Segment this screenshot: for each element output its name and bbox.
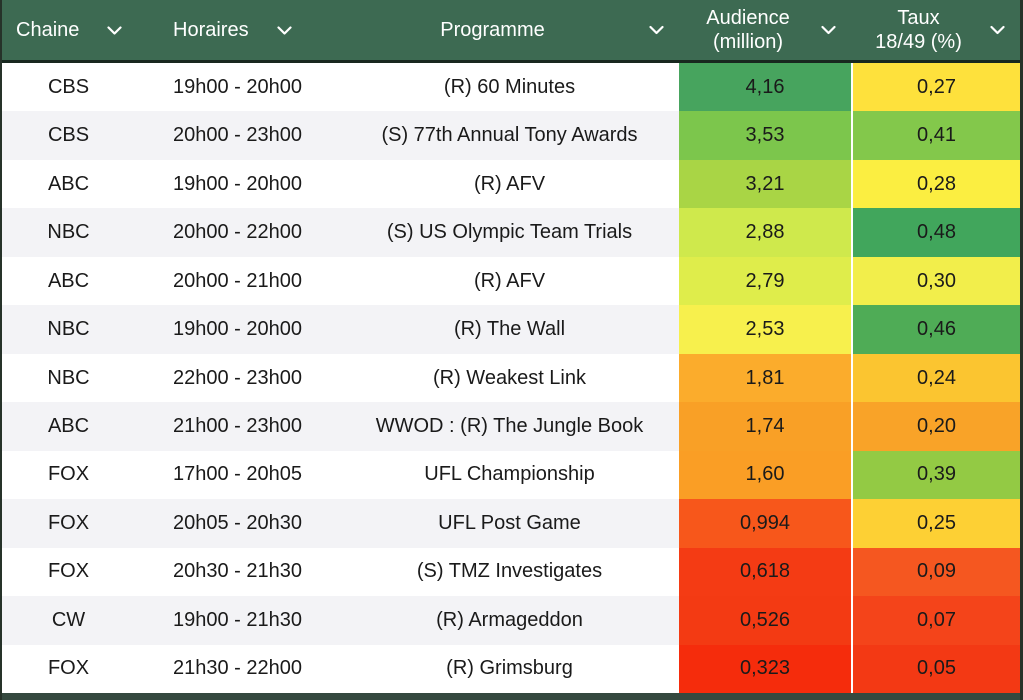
table-row: ABC 19h00 - 20h00 (R) AFV 3,21 0,28 xyxy=(2,159,1020,209)
cell-programme: UFL Championship xyxy=(424,463,595,486)
cell-chaine: NBC xyxy=(47,318,90,341)
cell-chaine: FOX xyxy=(47,463,90,486)
header-programme-label: Programme xyxy=(440,19,545,41)
cell-horaires: 21h00 - 23h00 xyxy=(172,415,302,438)
cell-programme: (R) AFV xyxy=(473,269,546,292)
cell-chaine: FOX xyxy=(47,560,90,583)
cell-horaires: 21h30 - 22h00 xyxy=(172,657,302,680)
cell-audience: 0,994 xyxy=(679,499,851,548)
cell-programme: (R) 60 Minutes xyxy=(443,75,576,98)
cell-chaine: ABC xyxy=(47,269,90,292)
header-horaires[interactable]: Horaires xyxy=(135,0,340,60)
cell-horaires: 20h00 - 23h00 xyxy=(172,124,302,147)
cell-audience: 2,88 xyxy=(679,208,851,257)
chevron-down-icon[interactable] xyxy=(990,25,1005,35)
cell-audience: 3,53 xyxy=(679,111,851,160)
cell-horaires: 19h00 - 21h30 xyxy=(172,608,302,631)
header-audience[interactable]: Audience (million) xyxy=(679,0,851,60)
table-row: CBS 20h00 - 23h00 (S) 77th Annual Tony A… xyxy=(2,111,1020,160)
cell-taux: 0,25 xyxy=(851,499,1020,548)
cell-horaires: 22h00 - 23h00 xyxy=(172,366,302,389)
cell-audience: 0,618 xyxy=(679,547,851,597)
cell-audience: 2,79 xyxy=(679,256,851,306)
table-row: ABC 21h00 - 23h00 WWOD : (R) The Jungle … xyxy=(2,402,1020,451)
chevron-down-icon[interactable] xyxy=(276,25,292,35)
cell-horaires: 17h00 - 20h05 xyxy=(172,463,302,486)
table-row: FOX 17h00 - 20h05 UFL Championship 1,60 … xyxy=(2,450,1020,500)
header-audience-label: Audience (million) xyxy=(706,7,790,53)
cell-programme: (S) US Olympic Team Trials xyxy=(386,221,633,244)
cell-horaires: 20h00 - 21h00 xyxy=(172,269,302,292)
cell-taux: 0,28 xyxy=(851,159,1020,209)
cell-taux: 0,20 xyxy=(851,402,1020,451)
chevron-down-icon[interactable] xyxy=(821,25,836,35)
cell-chaine: ABC xyxy=(47,415,90,438)
cell-horaires: 19h00 - 20h00 xyxy=(172,75,302,98)
cell-chaine: FOX xyxy=(47,511,90,534)
header-horaires-label: Horaires xyxy=(173,19,249,41)
cell-taux: 0,46 xyxy=(851,305,1020,354)
cell-programme: (R) AFV xyxy=(473,172,546,195)
chevron-down-icon[interactable] xyxy=(107,25,122,35)
cell-taux: 0,05 xyxy=(851,644,1020,694)
cell-horaires: 20h00 - 22h00 xyxy=(172,221,302,244)
cell-horaires: 19h00 - 20h00 xyxy=(172,318,302,341)
cell-audience: 1,60 xyxy=(679,450,851,500)
cell-taux: 0,48 xyxy=(851,208,1020,257)
table-header: Chaine Horaires Programme Audience (mill… xyxy=(2,0,1020,63)
cell-taux: 0,27 xyxy=(851,63,1020,112)
cell-audience: 4,16 xyxy=(679,63,851,112)
header-taux[interactable]: Taux 18/49 (%) xyxy=(851,0,1020,60)
cell-programme: (R) Grimsburg xyxy=(446,657,573,680)
cell-audience: 0,323 xyxy=(679,644,851,694)
cell-chaine: ABC xyxy=(47,172,90,195)
cell-audience: 1,74 xyxy=(679,402,851,451)
cell-programme: (S) TMZ Investigates xyxy=(416,560,603,583)
cell-programme: UFL Post Game xyxy=(438,511,581,534)
cell-horaires: 20h05 - 20h30 xyxy=(172,511,302,534)
table-row: NBC 19h00 - 20h00 (R) The Wall 2,53 0,46 xyxy=(2,305,1020,354)
cell-chaine: CBS xyxy=(47,124,90,147)
cell-programme: WWOD : (R) The Jungle Book xyxy=(375,415,644,438)
chevron-down-icon[interactable] xyxy=(649,25,664,35)
table-row: ABC 20h00 - 21h00 (R) AFV 2,79 0,30 xyxy=(2,256,1020,306)
cell-taux: 0,09 xyxy=(851,547,1020,597)
table-bottom-strip xyxy=(2,693,1020,700)
cell-taux: 0,30 xyxy=(851,256,1020,306)
cell-taux: 0,39 xyxy=(851,450,1020,500)
header-programme[interactable]: Programme xyxy=(340,0,679,60)
table-row: NBC 22h00 - 23h00 (R) Weakest Link 1,81 … xyxy=(2,353,1020,403)
cell-chaine: FOX xyxy=(47,657,90,680)
cell-programme: (S) 77th Annual Tony Awards xyxy=(381,124,638,147)
cell-audience: 0,526 xyxy=(679,596,851,645)
cell-horaires: 19h00 - 20h00 xyxy=(172,172,302,195)
table-row: FOX 21h30 - 22h00 (R) Grimsburg 0,323 0,… xyxy=(2,644,1020,694)
cell-chaine: NBC xyxy=(47,366,90,389)
table-row: CW 19h00 - 21h30 (R) Armageddon 0,526 0,… xyxy=(2,596,1020,645)
cell-programme: (R) Weakest Link xyxy=(432,366,586,389)
cell-taux: 0,24 xyxy=(851,353,1020,403)
cell-chaine: NBC xyxy=(47,221,90,244)
table-body: CBS 19h00 - 20h00 (R) 60 Minutes 4,16 0,… xyxy=(2,63,1020,694)
header-chaine[interactable]: Chaine xyxy=(2,0,135,60)
cell-taux: 0,41 xyxy=(851,111,1020,160)
table-row: FOX 20h30 - 21h30 (S) TMZ Investigates 0… xyxy=(2,547,1020,597)
cell-programme: (R) Armageddon xyxy=(436,608,583,631)
table-row: CBS 19h00 - 20h00 (R) 60 Minutes 4,16 0,… xyxy=(2,63,1020,112)
cell-horaires: 20h30 - 21h30 xyxy=(172,560,302,583)
cell-chaine: CBS xyxy=(47,75,90,98)
table-row: NBC 20h00 - 22h00 (S) US Olympic Team Tr… xyxy=(2,208,1020,257)
header-chaine-label: Chaine xyxy=(16,19,80,41)
header-taux-label: Taux 18/49 (%) xyxy=(875,7,962,53)
cell-chaine: CW xyxy=(51,608,86,631)
cell-taux: 0,07 xyxy=(851,596,1020,645)
table-row: FOX 20h05 - 20h30 UFL Post Game 0,994 0,… xyxy=(2,499,1020,548)
cell-audience: 1,81 xyxy=(679,353,851,403)
cell-audience: 3,21 xyxy=(679,159,851,209)
cell-audience: 2,53 xyxy=(679,305,851,354)
cell-programme: (R) The Wall xyxy=(453,318,566,341)
